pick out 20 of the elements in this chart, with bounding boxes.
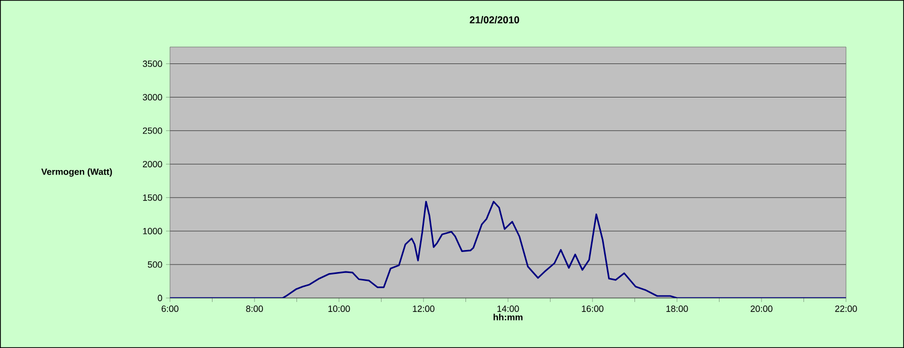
x-tick-label: 8:00 [246, 306, 263, 312]
x-tick-label: 20:00 [750, 306, 772, 312]
chart-title: 21/02/2010 [470, 16, 520, 24]
x-tick-label: 10:00 [328, 306, 350, 312]
y-tick-label: 2000 [142, 160, 162, 168]
x-tick-label: 12:00 [412, 306, 434, 312]
x-tick-label: 14:00 [497, 306, 519, 312]
y-tick-label: 3500 [142, 60, 162, 67]
x-axis-title: hh:mm [494, 314, 522, 320]
x-tick-label: 22:00 [835, 306, 857, 312]
x-tick-label: 6:00 [162, 306, 178, 312]
x-tick-label: 16:00 [582, 306, 604, 312]
y-tick-label: 1500 [143, 194, 162, 201]
y-axis-title: Vermogen (Watt) [41, 168, 112, 177]
y-tick-label: 3000 [142, 94, 162, 100]
y-tick-label: 0 [158, 294, 162, 302]
y-tick-label: 1000 [143, 228, 162, 234]
y-tick-label: 500 [148, 261, 162, 268]
x-tick-label: 18:00 [666, 306, 688, 312]
y-tick-label: 2500 [142, 127, 162, 134]
